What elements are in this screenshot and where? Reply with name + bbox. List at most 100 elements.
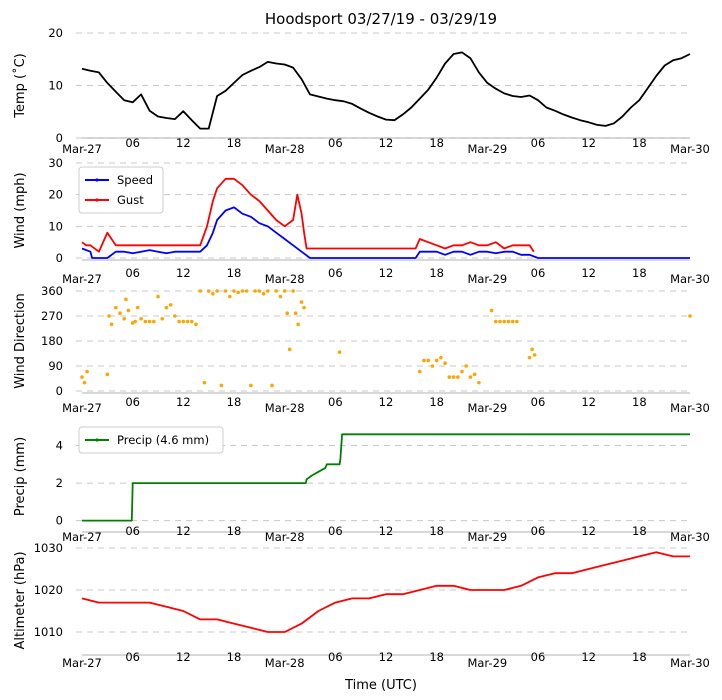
wind-x-tick-label: 12 xyxy=(581,266,596,280)
direction-point xyxy=(143,319,148,324)
precip-x-tick-label: 18 xyxy=(227,524,242,538)
temp-y-axis-label: Temp (˚C) xyxy=(12,53,28,119)
precip-y-tick-label: 2 xyxy=(56,476,63,490)
direction-point xyxy=(293,311,298,316)
temp-x-tick-label: 12 xyxy=(379,136,394,150)
precip-legend-marker xyxy=(95,438,99,442)
direction-point xyxy=(139,316,143,321)
direction-panel: 0 90 180 270 360 Mar-27 06 12 18 Mar-28 06 12 18 Mar-… xyxy=(13,284,710,415)
direction-point xyxy=(417,369,422,374)
precip-legend xyxy=(78,426,224,454)
direction-x-tick-label: 18 xyxy=(227,395,242,409)
direction-point xyxy=(515,319,519,324)
direction-y-tick-label: 270 xyxy=(41,309,63,323)
direction-point xyxy=(688,314,692,318)
wind-x-tick-label: 12 xyxy=(379,266,394,280)
direction-point xyxy=(107,314,111,318)
direction-point xyxy=(502,319,507,324)
direction-point xyxy=(493,319,498,324)
wind-x-tick-label: 18 xyxy=(429,266,444,280)
direction-point xyxy=(455,375,460,379)
altimeter-panel: 1010 1020 1030 Mar-27 06 12 18 Mar-28 06 12 18 Mar-… xyxy=(13,541,710,670)
wind-y-tick-label: 20 xyxy=(48,188,63,202)
direction-point xyxy=(118,311,122,316)
altimeter-y-tick-label: 1030 xyxy=(34,541,63,555)
temp-x-tick-label: 06 xyxy=(531,136,546,150)
altimeter-x-tick-label: 12 xyxy=(379,650,394,664)
temp-panel: 0 10 20 Mar-27 06 12 18 Mar-28 06 12 18 Mar-29 06 12 1… xyxy=(12,26,710,156)
direction-point xyxy=(527,355,532,360)
direction-point xyxy=(85,369,89,374)
altimeter-x-tick-label: 06 xyxy=(531,650,546,664)
wind-x-tick-label: 06 xyxy=(328,266,343,280)
precip-x-tick-label: 12 xyxy=(581,524,596,538)
temp-x-tick-label: Mar-30 xyxy=(670,142,710,156)
direction-point xyxy=(80,375,84,379)
direction-point xyxy=(291,289,295,293)
direction-point xyxy=(468,375,473,379)
precip-legend-label: Precip (4.6 mm) xyxy=(117,433,209,447)
direction-point xyxy=(105,372,110,377)
altimeter-x-tick-label: 12 xyxy=(581,650,596,664)
direction-x-tick-label: 18 xyxy=(429,395,444,409)
altimeter-series-line xyxy=(81,551,690,633)
direction-point xyxy=(151,319,156,324)
direction-x-tick-label: 06 xyxy=(531,395,546,409)
altimeter-x-tick-label: Mar-29 xyxy=(467,656,507,670)
direction-point xyxy=(261,291,266,296)
wind-x-tick-label: 18 xyxy=(227,266,242,280)
altimeter-x-tick-label: Mar-28 xyxy=(265,656,305,670)
precip-series-line xyxy=(82,433,690,522)
direction-point xyxy=(211,291,215,296)
direction-point xyxy=(278,294,283,299)
wind-legend xyxy=(78,166,164,214)
direction-point xyxy=(189,319,194,324)
direction-y-tick-label: 360 xyxy=(41,284,63,298)
wind-y-tick-label: 0 xyxy=(56,251,63,265)
wind-y-tick-label: 30 xyxy=(48,156,63,170)
direction-point xyxy=(464,364,469,368)
direction-point xyxy=(530,347,534,352)
altimeter-x-tick-label: 18 xyxy=(227,650,242,664)
direction-point xyxy=(506,319,511,324)
direction-point xyxy=(194,322,198,327)
wind-x-tick-label: 12 xyxy=(176,266,191,280)
direction-point xyxy=(265,289,270,293)
altimeter-x-tick-label: 12 xyxy=(176,650,191,664)
direction-point xyxy=(498,319,502,324)
temp-x-tick-label: 12 xyxy=(176,136,191,150)
direction-x-tick-label: 06 xyxy=(328,395,343,409)
direction-point xyxy=(124,297,128,302)
wind-x-tick-label: Mar-27 xyxy=(62,272,102,286)
direction-point xyxy=(232,289,236,293)
temp-x-tick-label: 06 xyxy=(125,136,140,150)
direction-point xyxy=(274,289,279,293)
direction-point xyxy=(160,316,165,321)
direction-point xyxy=(219,383,224,388)
wind-x-tick-label: 06 xyxy=(531,266,546,280)
temp-y-tick-label: 20 xyxy=(48,26,63,40)
direction-point xyxy=(477,380,481,385)
wind-x-tick-label: 06 xyxy=(125,266,140,280)
direction-point xyxy=(422,358,426,363)
direction-point xyxy=(257,289,262,293)
direction-point xyxy=(443,361,447,366)
direction-point xyxy=(434,358,439,363)
direction-point xyxy=(236,290,241,295)
temp-x-tick-label: 12 xyxy=(581,136,596,150)
direction-x-tick-label: 12 xyxy=(581,395,596,409)
wind-legend-marker xyxy=(95,178,99,182)
direction-point xyxy=(181,319,186,324)
direction-point xyxy=(447,375,452,379)
altimeter-x-tick-label: Mar-30 xyxy=(670,656,710,670)
altimeter-x-tick-label: 06 xyxy=(125,650,140,664)
precip-y-tick-label: 0 xyxy=(56,514,63,528)
precip-x-tick-label: Mar-28 xyxy=(265,530,305,544)
direction-point xyxy=(82,380,87,385)
altimeter-y-axis-label: Altimeter (hPa) xyxy=(13,551,28,649)
wind-legend-label: Gust xyxy=(117,193,144,207)
precip-x-tick-label: Mar-27 xyxy=(62,530,102,544)
direction-point xyxy=(135,305,140,310)
direction-point xyxy=(282,289,287,293)
